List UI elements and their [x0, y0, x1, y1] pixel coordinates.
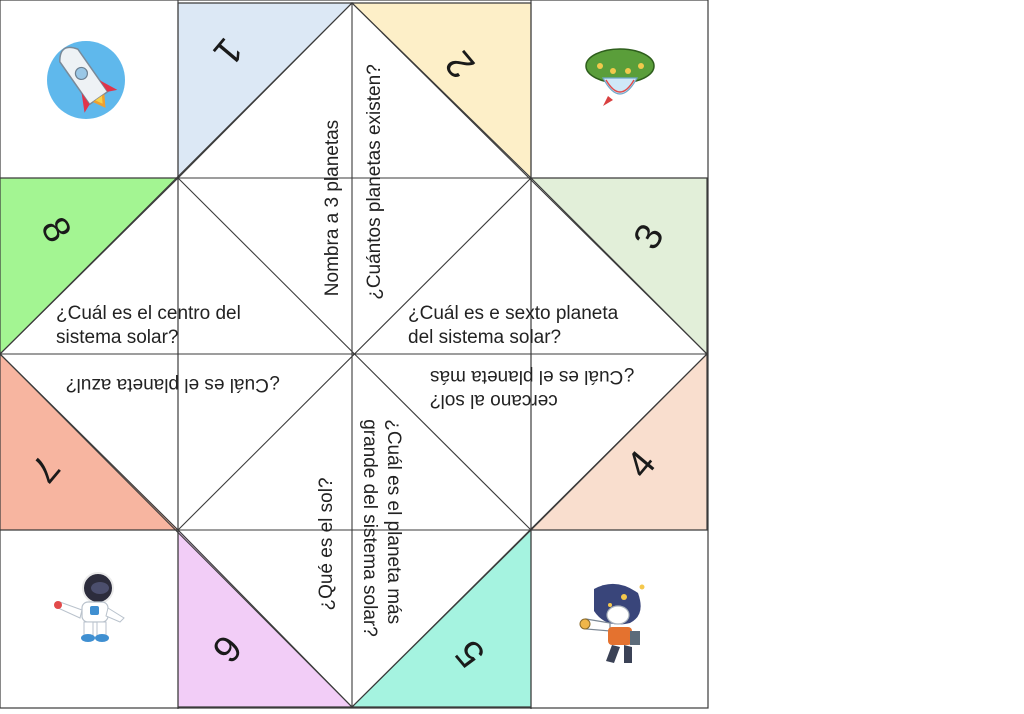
- question-largest-planet: ¿Cuál es el planeta más grande del siste…: [357, 419, 405, 637]
- ufo-icon: [585, 48, 655, 106]
- question-solar-center: ¿Cuál es el centro del sistema solar?: [56, 302, 241, 350]
- question-sixth-planet: ¿Cuál es e sexto planeta del sistema sol…: [408, 302, 618, 350]
- question-what-is-sun: ¿Qué es el sol?: [315, 477, 339, 610]
- question-solar-center-line-1: ¿Cuál es el centro del: [56, 303, 241, 324]
- question-name-planets: Nombra a 3 planetas: [321, 120, 345, 296]
- astronaut-icon: [54, 572, 125, 642]
- question-planet-count: ¿Cuántos planetas existen?: [363, 64, 387, 300]
- question-closest-planet-line-2: cercano al sol?: [430, 390, 558, 411]
- question-blue-planet: ¿Cuál es el planeta azul?: [66, 372, 280, 396]
- question-closest-planet-line-1: ¿Cuál es el planeta más: [430, 366, 635, 387]
- question-name-planets-line-1: Nombra a 3 planetas: [322, 119, 343, 297]
- question-what-is-sun-line-1: ¿Qué es el sol?: [316, 477, 337, 611]
- question-planet-count-line-1: ¿Cuántos planetas existen?: [364, 64, 385, 300]
- question-sixth-planet-line-1: ¿Cuál es e sexto planeta: [408, 303, 619, 324]
- rocket-icon: [47, 41, 125, 119]
- astronaut-telescope-icon: [579, 583, 645, 663]
- question-largest-planet-line-1: ¿Cuál es el planeta más: [383, 419, 404, 625]
- question-closest-planet: cercano al sol? ¿Cuál es el planeta más: [430, 364, 635, 412]
- question-largest-planet-line-2: grande del sistema solar?: [359, 419, 380, 637]
- question-blue-planet-line-1: ¿Cuál es el planeta azul?: [66, 374, 281, 395]
- question-sixth-planet-line-2: del sistema solar?: [408, 327, 562, 348]
- question-solar-center-line-2: sistema solar?: [56, 327, 179, 348]
- fold-lines: [0, 0, 708, 709]
